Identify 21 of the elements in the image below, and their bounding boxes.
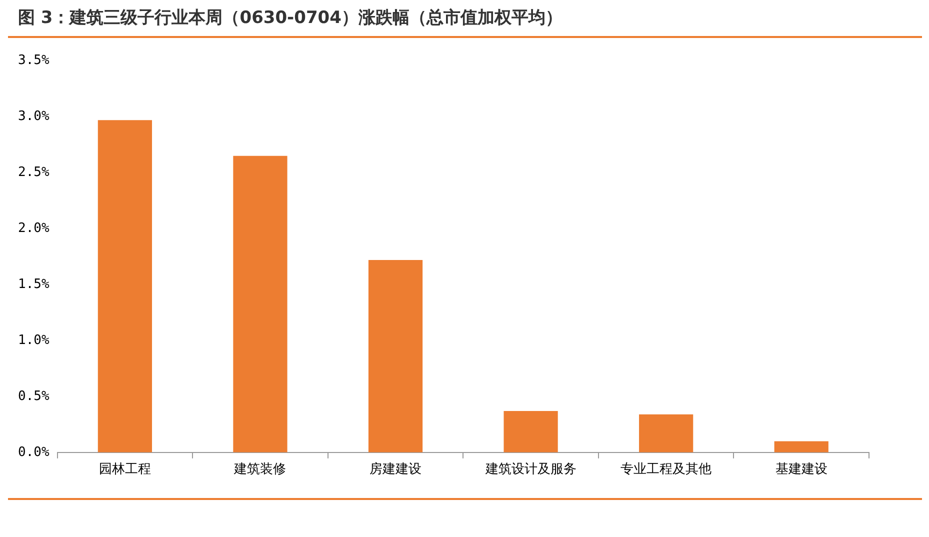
x-tick-label: 建筑设计及服务 bbox=[484, 460, 576, 476]
chart-title: 图 3：建筑三级子行业本周（0630-0704）涨跌幅（总市值加权平均） bbox=[18, 7, 562, 29]
y-tick-label: 0.0% bbox=[18, 444, 50, 460]
x-tick-label: 专业工程及其他 bbox=[620, 460, 712, 476]
bar bbox=[504, 411, 558, 452]
x-tick-label: 建筑装修 bbox=[233, 460, 286, 476]
y-tick-label: 2.5% bbox=[18, 165, 50, 180]
y-tick-label: 3.0% bbox=[18, 109, 50, 124]
bar bbox=[233, 156, 288, 452]
x-tick-label: 房建建设 bbox=[370, 460, 422, 476]
y-tick-label: 3.5% bbox=[18, 53, 50, 68]
x-tick-label: 园林工程 bbox=[98, 460, 151, 476]
y-tick-label: 1.5% bbox=[18, 276, 50, 292]
y-tick-label: 2.0% bbox=[18, 221, 50, 236]
bar bbox=[368, 260, 423, 452]
bar bbox=[639, 414, 694, 452]
x-tick-label: 基建建设 bbox=[775, 460, 828, 476]
bar bbox=[98, 120, 152, 452]
bar bbox=[774, 441, 828, 452]
y-tick-label: 0.5% bbox=[18, 388, 50, 404]
y-tick-label: 1.0% bbox=[18, 332, 50, 348]
